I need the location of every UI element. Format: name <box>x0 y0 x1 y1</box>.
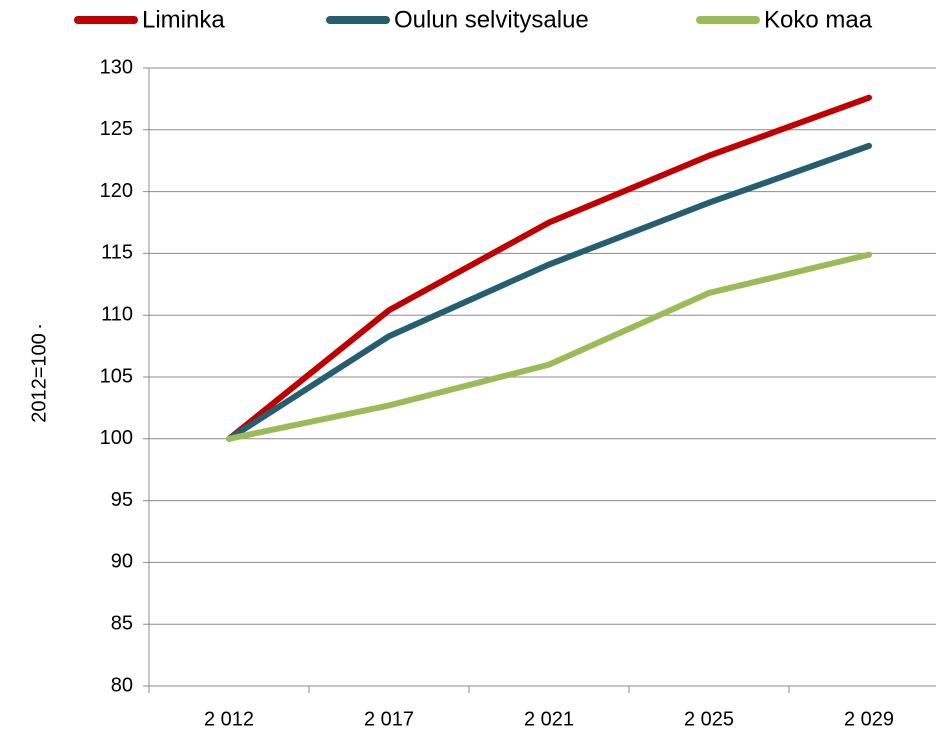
y-tick-label: 120 <box>100 180 133 202</box>
y-tick-label: 85 <box>111 612 133 634</box>
x-tick-label: 2 021 <box>524 708 574 730</box>
y-tick-label: 95 <box>111 489 133 511</box>
y-tick-label: 105 <box>100 365 133 387</box>
legend-label: Koko maa <box>764 6 873 33</box>
y-tick-label: 80 <box>111 674 133 696</box>
series-line <box>226 94 872 442</box>
y-tick-label: 115 <box>101 242 133 264</box>
y-tick-label: 130 <box>100 56 133 78</box>
series-line <box>226 142 872 442</box>
legend-label: Liminka <box>142 6 225 33</box>
y-tick-label: 110 <box>101 303 133 325</box>
y-tick-label: 90 <box>111 551 133 573</box>
y-tick-label: 125 <box>100 118 133 140</box>
legend: Liminka Oulun selvitysalue Koko maa <box>74 6 873 33</box>
x-tick-label: 2 025 <box>684 708 734 730</box>
x-tick-label: 2 012 <box>204 708 254 730</box>
x-tick-label: 2 017 <box>364 708 414 730</box>
series-line <box>226 251 872 442</box>
annotation: . <box>37 310 43 332</box>
x-tick-label: 2 029 <box>844 708 894 730</box>
legend-label: Oulun selvitysalue <box>394 6 589 33</box>
y-tick-label: 100 <box>100 427 133 449</box>
y-axis-label: 2012=100 <box>28 333 50 423</box>
